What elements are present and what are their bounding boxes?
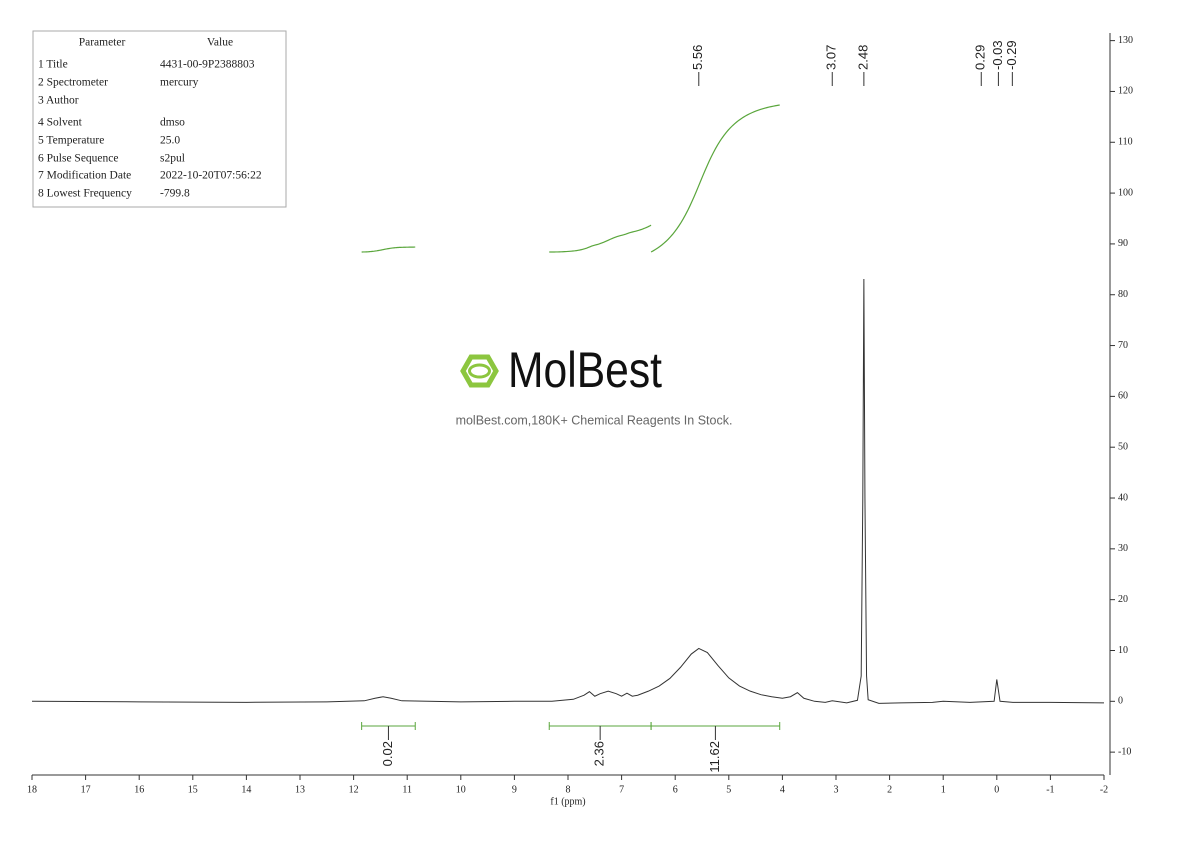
y-tick-label: 0	[1118, 696, 1123, 707]
peak-label: 5.56	[690, 45, 705, 70]
x-tick-label: 4	[780, 784, 785, 795]
integral-label: 0.02	[380, 741, 395, 766]
table-cell: 4 Solvent	[38, 117, 83, 129]
x-tick-label: 7	[619, 784, 624, 795]
spectrum-line	[31, 278, 1105, 704]
integral-label: 2.36	[592, 741, 607, 766]
x-tick-label: 9	[512, 784, 517, 795]
table-cell: 7 Modification Date	[38, 170, 131, 182]
x-tick-label: 18	[27, 784, 37, 795]
logo-hexagon	[460, 354, 499, 388]
integral-curve	[650, 104, 780, 253]
x-tick-label: 15	[188, 784, 198, 795]
x-tick-label: 14	[241, 784, 251, 795]
peak-label: -0.03	[990, 40, 1005, 70]
table-cell: dmso	[160, 117, 185, 129]
x-tick-label: 0	[994, 784, 999, 795]
x-tick-label: 13	[295, 784, 305, 795]
x-tick-label: -2	[1100, 784, 1108, 795]
integral-label: 11.62	[707, 741, 722, 773]
table-cell: 25.0	[160, 135, 180, 147]
y-tick-label: 120	[1118, 86, 1133, 97]
table-cell: 4431-00-9P2388803	[160, 59, 255, 71]
x-tick-label: 6	[673, 784, 678, 795]
x-tick-label: 2	[887, 784, 892, 795]
brand: MolBest	[508, 342, 662, 398]
x-tick-label: 8	[566, 784, 571, 795]
table-cell: 1 Title	[38, 59, 68, 71]
x-tick-label: 12	[349, 784, 359, 795]
table-cell: 5 Temperature	[38, 135, 104, 147]
table-header: Parameter	[79, 37, 126, 49]
peak-label: -0.29	[1004, 40, 1019, 70]
x-axis-label: f1 (ppm)	[550, 796, 585, 807]
table-cell: 8 Lowest Frequency	[38, 188, 132, 200]
y-tick-label: -10	[1118, 746, 1131, 757]
y-tick-label: 100	[1118, 187, 1133, 198]
y-tick-label: 50	[1118, 441, 1128, 452]
y-tick-label: 90	[1118, 238, 1128, 249]
y-tick-label: 130	[1118, 35, 1133, 46]
x-tick-label: 10	[456, 784, 466, 795]
peak-label: 0.29	[973, 45, 988, 70]
integral-curve	[361, 246, 416, 253]
x-tick-label: 17	[81, 784, 91, 795]
logo-ring	[468, 363, 491, 379]
x-tick-label: 3	[834, 784, 839, 795]
watermark: MolBest molBest.com,180K+ Chemical Reage…	[456, 342, 733, 427]
y-tick-label: 40	[1118, 492, 1128, 503]
y-tick-label: 70	[1118, 340, 1128, 351]
x-tick-label: 1	[941, 784, 946, 795]
x-tick-label: 11	[402, 784, 412, 795]
y-tick-label: 10	[1118, 645, 1128, 656]
peak-label: 2.48	[855, 45, 870, 70]
table-cell: 2 Spectrometer	[38, 77, 108, 89]
y-tick-label: 20	[1118, 594, 1128, 605]
y-tick-label: 110	[1118, 137, 1133, 148]
x-tick-label: -1	[1046, 784, 1054, 795]
table-cell: 3 Author	[38, 95, 79, 107]
tagline: molBest.com,180K+ Chemical Reagents In S…	[456, 413, 733, 427]
x-tick-label: 5	[726, 784, 731, 795]
peak-label: 3.07	[824, 45, 839, 70]
x-tick-label: 16	[134, 784, 144, 795]
table-cell: mercury	[160, 77, 199, 89]
table-cell: s2pul	[160, 153, 185, 165]
y-tick-label: 30	[1118, 543, 1128, 554]
y-tick-label: 80	[1118, 289, 1128, 300]
table-header: Value	[207, 37, 233, 49]
table-cell: 2022-10-20T07:56:22	[160, 170, 262, 182]
table-cell: 6 Pulse Sequence	[38, 153, 118, 165]
y-tick-label: 60	[1118, 391, 1128, 402]
table-cell: -799.8	[160, 188, 190, 200]
parameter-table	[32, 30, 287, 208]
integral-curve	[549, 224, 652, 253]
